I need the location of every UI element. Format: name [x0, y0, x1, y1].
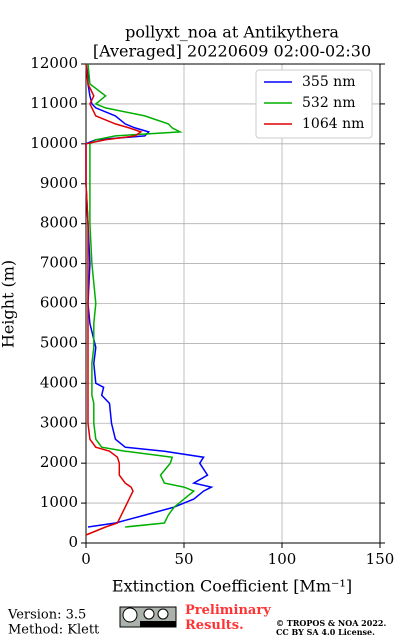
cc-icon — [119, 606, 177, 628]
legend-label: 355 nm — [302, 74, 355, 90]
x-tick-label: 100 — [268, 550, 297, 568]
y-tick-label: 4000 — [40, 373, 78, 391]
y-tick-label: 0 — [68, 533, 78, 551]
x-tick-label: 150 — [366, 550, 395, 568]
y-tick-label: 3000 — [40, 413, 78, 431]
license: CC BY SA 4.0 License. — [276, 627, 375, 637]
profile-line — [85, 64, 214, 528]
profile-line — [85, 63, 143, 536]
y-tick-label: 10000 — [30, 134, 78, 152]
chart-title: pollyxt_noa at Antikythera — [125, 23, 339, 42]
chart-subtitle: [Averaged] 20220609 02:00-02:30 — [93, 42, 371, 61]
y-tick-label: 8000 — [40, 214, 78, 232]
x-tick-label: 0 — [81, 550, 91, 568]
profile-line — [87, 63, 196, 528]
legend-label: 1064 nm — [302, 116, 364, 132]
legend: 355 nm 532 nm 1064 nm — [255, 69, 373, 139]
y-tick-label: 6000 — [40, 294, 78, 312]
y-tick-label: 7000 — [40, 254, 78, 272]
version: Version: 3.5 — [7, 608, 86, 623]
legend-label: 532 nm — [302, 95, 355, 111]
y-tick-label: 1000 — [40, 493, 78, 511]
y-tick-label: 5000 — [40, 333, 78, 351]
legend-box — [255, 69, 373, 139]
x-tick-label: 50 — [174, 550, 193, 568]
plot-frame — [85, 63, 381, 544]
y-tick-label: 9000 — [40, 174, 78, 192]
x-axis-label: Extinction Coefficient [Mm⁻¹] — [112, 577, 352, 596]
y-tick-label: 12000 — [30, 54, 78, 72]
status: Preliminary Results. — [185, 603, 271, 633]
y-tick-label: 11000 — [30, 94, 78, 112]
y-axis-label: Height (m) — [0, 260, 18, 348]
y-tick-label: 2000 — [40, 453, 78, 471]
method: Method: Klett — [8, 623, 100, 638]
copyright: © TROPOS & NOA 2022. — [276, 618, 386, 628]
